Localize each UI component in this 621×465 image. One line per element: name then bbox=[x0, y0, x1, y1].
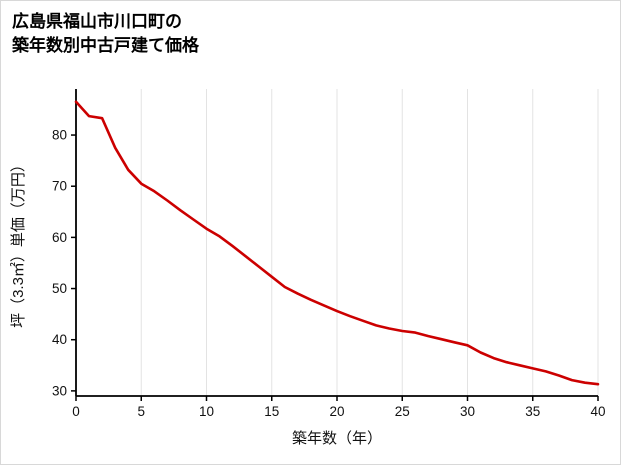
y-tick-label: 40 bbox=[52, 332, 67, 347]
chart-title-line-2: 築年数別中古戸建て価格 bbox=[12, 36, 199, 56]
x-tick-label: 10 bbox=[199, 404, 214, 419]
x-tick-label: 40 bbox=[590, 404, 605, 419]
chart-title-line-1: 広島県福山市川口町の bbox=[12, 12, 182, 31]
x-tick-label: 30 bbox=[460, 404, 475, 419]
chart-title: 広島県福山市川口町の 築年数別中古戸建て価格 bbox=[12, 10, 199, 58]
y-tick-label: 80 bbox=[52, 128, 67, 143]
x-tick-label: 15 bbox=[264, 404, 279, 419]
y-tick-label: 30 bbox=[52, 383, 67, 398]
x-tick-label: 0 bbox=[72, 404, 80, 419]
x-tick-label: 25 bbox=[395, 404, 410, 419]
price-line bbox=[74, 100, 600, 386]
y-tick-label: 50 bbox=[52, 281, 67, 296]
x-tick-label: 5 bbox=[137, 404, 145, 419]
y-tick-label: 70 bbox=[52, 179, 67, 194]
x-axis-label: 築年数（年） bbox=[292, 429, 382, 447]
x-tick-label: 35 bbox=[525, 404, 540, 419]
x-tick-label: 20 bbox=[329, 404, 344, 419]
y-axis-label: 坪（3.3㎡）単価（万円） bbox=[10, 157, 27, 328]
y-tick-label: 60 bbox=[52, 230, 67, 245]
